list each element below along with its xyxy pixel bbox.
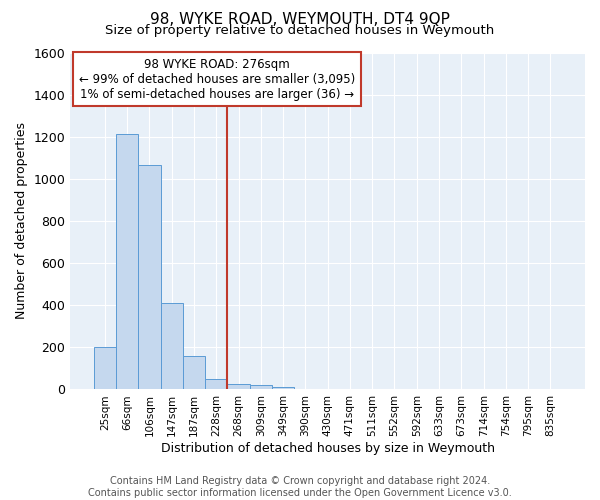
- Text: 98, WYKE ROAD, WEYMOUTH, DT4 9QP: 98, WYKE ROAD, WEYMOUTH, DT4 9QP: [150, 12, 450, 28]
- Bar: [116, 134, 138, 390]
- Bar: [272, 387, 294, 390]
- Bar: [94, 348, 116, 390]
- Bar: [250, 385, 272, 390]
- Y-axis label: Number of detached properties: Number of detached properties: [15, 122, 28, 320]
- Text: Size of property relative to detached houses in Weymouth: Size of property relative to detached ho…: [106, 24, 494, 37]
- Bar: [205, 379, 227, 390]
- Bar: [161, 303, 183, 390]
- Bar: [183, 356, 205, 390]
- X-axis label: Distribution of detached houses by size in Weymouth: Distribution of detached houses by size …: [161, 442, 494, 455]
- Bar: [138, 165, 161, 390]
- Bar: [227, 384, 250, 390]
- Text: 98 WYKE ROAD: 276sqm
← 99% of detached houses are smaller (3,095)
1% of semi-det: 98 WYKE ROAD: 276sqm ← 99% of detached h…: [79, 58, 355, 100]
- Text: Contains HM Land Registry data © Crown copyright and database right 2024.
Contai: Contains HM Land Registry data © Crown c…: [88, 476, 512, 498]
